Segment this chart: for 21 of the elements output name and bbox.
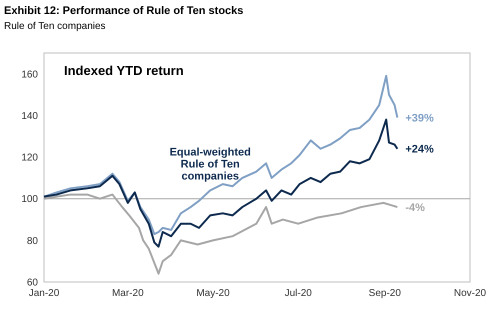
x-tick-label: Nov-20: [454, 288, 487, 299]
chart-title: Exhibit 12: Performance of Rule of Ten stocks: [4, 5, 244, 17]
chart-subtitle: Rule of Ten companies: [4, 21, 106, 32]
y-tick-label: 160: [21, 69, 38, 80]
x-tick-label: Jan-20: [28, 288, 60, 299]
series-label: Equal-weighted Rule of Ten companies: [170, 146, 251, 182]
x-tick-label: May-20: [196, 288, 230, 299]
x-tick-label: Mar-20: [112, 288, 144, 299]
annotation: +39%: [405, 112, 434, 124]
y-tick-label: 100: [21, 194, 38, 206]
annotation: -4%: [405, 202, 426, 214]
line-series: [43, 118, 398, 248]
x-tick-label: Jul-20: [284, 288, 312, 299]
y-tick-label: 120: [21, 152, 38, 164]
annotation: Indexed YTD return: [64, 63, 184, 78]
line-series: [43, 74, 398, 236]
y-tick-label: 80: [26, 236, 38, 247]
y-tick-label: 140: [21, 110, 38, 122]
y-tick-label: 60: [26, 278, 38, 288]
x-tick-label: Sep-20: [368, 288, 402, 299]
annotation: +24%: [405, 144, 434, 156]
